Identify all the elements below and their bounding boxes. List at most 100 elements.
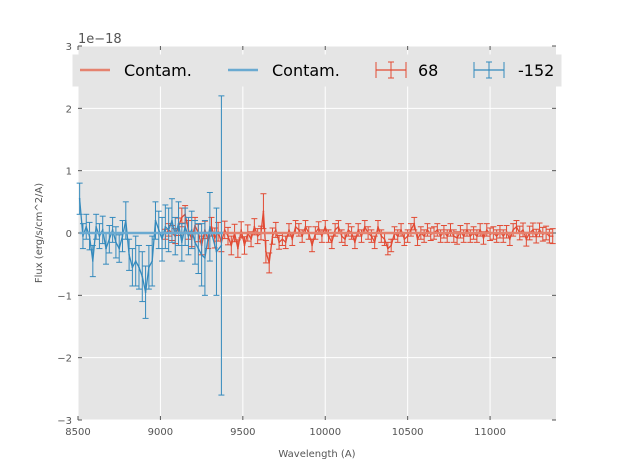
data-point — [406, 235, 409, 237]
data-point — [181, 241, 183, 244]
data-point — [230, 244, 233, 247]
data-point — [227, 235, 229, 237]
data-point — [171, 219, 173, 222]
data-point — [105, 247, 107, 250]
data-point — [128, 254, 130, 256]
data-point — [462, 235, 465, 237]
data-point — [439, 235, 442, 237]
x-axis-label: Wavelength (A) — [278, 449, 355, 460]
data-point — [181, 216, 183, 219]
data-point — [456, 237, 458, 239]
data-point — [347, 229, 350, 231]
data-point — [360, 235, 363, 237]
data-point — [151, 260, 153, 262]
data-point — [223, 229, 226, 231]
data-point — [268, 262, 271, 264]
data-point — [115, 241, 117, 244]
y-tick-label: 0 — [66, 229, 72, 240]
legend: Contam. Contam. 68 -152 — [72, 54, 562, 87]
data-point — [95, 225, 97, 228]
data-point — [204, 257, 206, 259]
data-point — [344, 238, 346, 241]
data-point — [184, 225, 186, 228]
data-point — [121, 235, 124, 237]
data-point — [144, 291, 147, 294]
data-point — [301, 235, 303, 237]
series-minus-152 — [76, 95, 225, 396]
data-point — [98, 235, 101, 237]
data-point — [288, 229, 290, 231]
data-point — [476, 235, 478, 237]
data-point — [265, 250, 267, 253]
data-point — [426, 229, 429, 231]
data-point — [118, 247, 121, 250]
data-point — [92, 260, 94, 262]
data-point — [337, 225, 340, 228]
y-tick-label: −1 — [57, 291, 72, 302]
data-point — [502, 235, 505, 237]
data-point — [512, 229, 514, 231]
data-point — [108, 238, 111, 241]
data-point — [281, 238, 284, 241]
data-point — [383, 238, 386, 241]
data-point — [331, 241, 333, 244]
data-point — [88, 235, 91, 237]
data-point — [532, 229, 534, 231]
data-point — [209, 225, 211, 228]
data-point — [410, 229, 412, 231]
data-point — [485, 229, 488, 231]
x-tick-label: 10500 — [392, 427, 424, 438]
data-point — [321, 235, 323, 237]
x-tick-label: 9500 — [230, 427, 255, 438]
data-point — [551, 235, 554, 237]
data-point — [525, 238, 528, 241]
data-point — [187, 235, 190, 237]
y-tick-label: −2 — [57, 354, 72, 365]
data-point — [387, 247, 389, 250]
x-tick-label: 11000 — [474, 427, 506, 438]
y-tick-label: 1 — [66, 167, 72, 178]
data-point — [509, 238, 511, 241]
data-point — [154, 219, 157, 222]
data-point — [522, 229, 524, 231]
data-point — [148, 266, 150, 269]
data-point — [535, 235, 538, 237]
data-point — [436, 229, 439, 231]
data-point — [237, 247, 239, 250]
data-point — [479, 229, 481, 231]
data-point — [396, 235, 399, 237]
data-point — [194, 241, 196, 244]
data-point — [197, 247, 200, 250]
data-point — [446, 235, 449, 237]
data-point — [400, 229, 402, 231]
data-point — [190, 229, 193, 231]
x-tick-label: 10000 — [309, 427, 341, 438]
data-point — [324, 225, 327, 228]
data-point — [370, 235, 373, 237]
data-point — [416, 238, 419, 241]
data-point — [157, 229, 160, 231]
data-point — [141, 275, 144, 278]
data-point — [85, 225, 88, 228]
data-point — [125, 219, 127, 222]
data-point — [291, 238, 294, 241]
data-point — [298, 229, 300, 231]
legend-label: -152 — [518, 61, 554, 80]
data-point — [466, 229, 468, 231]
x-tick-label: 9000 — [148, 427, 173, 438]
data-point — [538, 229, 541, 231]
y-offset-label: 1e−18 — [78, 32, 122, 47]
data-point — [214, 237, 216, 239]
data-point — [138, 266, 140, 269]
data-point — [380, 235, 383, 237]
data-point — [174, 235, 177, 237]
data-point — [111, 229, 114, 231]
data-point — [373, 241, 376, 244]
data-point — [423, 235, 425, 237]
data-point — [515, 225, 518, 228]
data-point — [327, 235, 330, 237]
data-point — [243, 244, 246, 247]
data-point — [311, 244, 313, 247]
y-axis-label: Flux (erg/s/cm^2/A) — [34, 183, 45, 283]
